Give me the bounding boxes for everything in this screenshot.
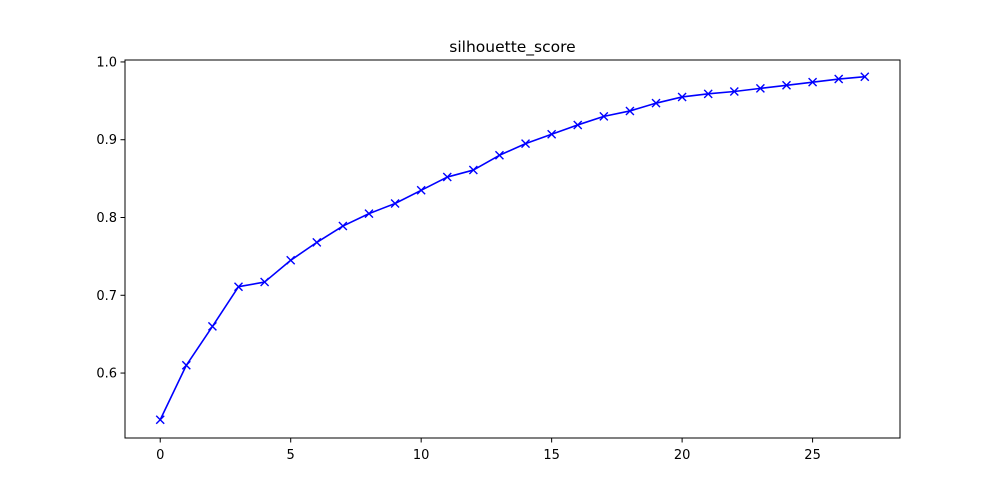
series-line bbox=[159, 75, 865, 421]
data-point bbox=[834, 74, 844, 84]
data-point bbox=[547, 129, 557, 139]
x-tick-label: 20 bbox=[674, 448, 691, 463]
data-point bbox=[494, 150, 504, 160]
data-point bbox=[677, 92, 687, 102]
data-point bbox=[521, 139, 531, 149]
data-point bbox=[155, 415, 165, 425]
data-point bbox=[207, 321, 217, 331]
data-point bbox=[442, 172, 452, 182]
data-point bbox=[260, 277, 270, 287]
data-point bbox=[573, 120, 583, 130]
data-point bbox=[651, 98, 661, 108]
x-tick-label: 5 bbox=[287, 448, 295, 463]
data-point bbox=[286, 255, 296, 265]
data-point bbox=[781, 80, 791, 90]
x-tick-label: 25 bbox=[804, 448, 821, 463]
data-point bbox=[390, 199, 400, 208]
data-point bbox=[599, 111, 609, 121]
data-point bbox=[181, 360, 191, 370]
data-point bbox=[755, 83, 765, 93]
x-tick-label: 10 bbox=[413, 448, 430, 463]
data-point bbox=[312, 237, 322, 247]
data-point bbox=[860, 72, 870, 82]
data-point bbox=[416, 185, 426, 195]
data-point bbox=[468, 165, 478, 175]
axis-ticks: 0 5 10 15 20 25 0.6 0.7 0.8 0.9 1.0 bbox=[96, 55, 821, 463]
x-tick-label: 15 bbox=[543, 448, 560, 463]
data-point bbox=[338, 221, 348, 231]
y-tick-label: 0.7 bbox=[96, 289, 117, 304]
plot-area bbox=[155, 72, 870, 425]
data-point bbox=[808, 77, 818, 87]
data-point bbox=[703, 89, 713, 99]
x-tick-label: 0 bbox=[156, 448, 164, 463]
chart-title: silhouette_score bbox=[449, 38, 575, 57]
data-point bbox=[364, 209, 374, 219]
y-tick-label: 1.0 bbox=[96, 55, 117, 70]
y-tick-label: 0.8 bbox=[96, 211, 117, 226]
data-point bbox=[234, 282, 244, 292]
data-point bbox=[625, 106, 635, 116]
data-point bbox=[729, 87, 739, 96]
plot-frame bbox=[124, 59, 901, 439]
y-tick-label: 0.6 bbox=[96, 367, 117, 382]
y-tick-label: 0.9 bbox=[96, 133, 117, 148]
